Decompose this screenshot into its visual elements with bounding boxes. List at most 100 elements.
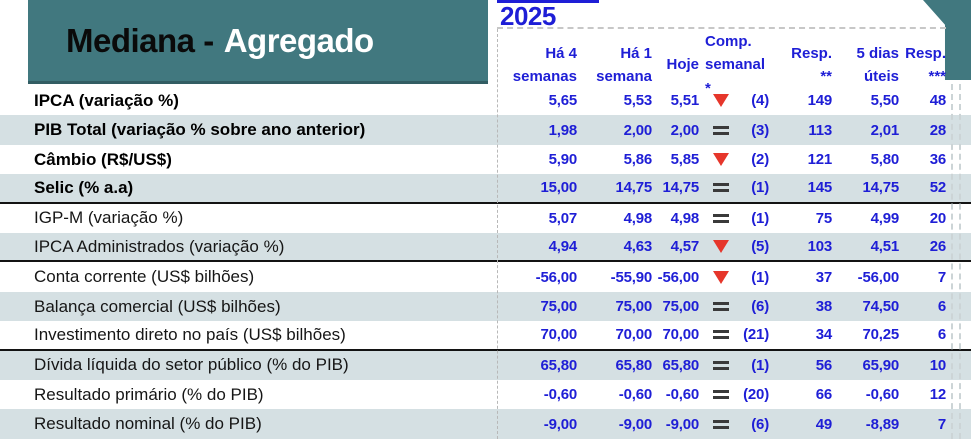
cell-comp-semanal-rank: (20) [743,386,769,404]
indicator-label: Investimento direto no país (US$ bilhões… [34,324,346,344]
cell-comp-semanal-rank: (3) [751,121,769,139]
right-dashed-divider-1 [951,84,953,439]
cell-resp-3: 26 [929,238,946,256]
indicator-label: Selic (% a.a) [34,177,134,197]
cell-hoje: 4,98 [670,209,700,227]
cell-5-dias-uteis: 2,01 [870,121,900,139]
cell-trend [702,125,740,135]
cell-resp-3: 12 [929,386,946,404]
column-header-resp-2: Resp. ** [772,42,835,89]
cell-hoje: 75,00 [662,298,699,316]
table-row: IGP-M (variação %) 5,07 4,98 4,98 (1) 75… [0,204,971,233]
column-header-line: semanas [512,67,577,85]
trend-equal-icon [713,419,729,429]
column-header-line: 5 dias [856,44,899,62]
cell-5-dias-uteis: 5,80 [870,151,900,169]
cell-hoje: 14,75 [662,179,699,197]
column-header-resp-3: Resp. *** [902,42,949,89]
cell-hoje: -9,00 [665,415,699,433]
cell-comp-semanal-rank: (4) [751,92,769,110]
column-header-line: Há 4 [545,44,577,62]
title-banner: Mediana - Agregado [28,0,488,84]
cell-ha4-semanas: 75,00 [540,298,577,316]
cell-trend [702,390,740,400]
cell-ha1-semana: 5,53 [623,92,653,110]
cell-resp-3: 6 [937,326,946,344]
column-header-line: semanal * [705,56,766,97]
cell-comp-semanal-rank: (2) [751,151,769,169]
cell-ha4-semanas: 70,00 [540,326,577,344]
cell-resp-3: 52 [929,179,946,197]
cell-hoje: 2,00 [670,121,700,139]
cell-hoje: 65,80 [662,356,699,374]
indicator-label: PIB Total (variação % sobre ano anterior… [34,120,366,140]
trend-equal-icon [713,330,729,340]
cell-ha1-semana: 4,63 [623,238,653,256]
column-header-line: ** [820,67,832,85]
cell-5-dias-uteis: 65,90 [862,356,899,374]
cell-resp-2: 38 [815,298,832,316]
cell-5-dias-uteis: -56,00 [857,268,900,286]
indicator-label: Resultado primário (% do PIB) [34,384,264,404]
column-header-5-dias-uteis: 5 dias úteis [835,42,902,89]
cell-trend [702,270,740,284]
trend-equal-icon [713,360,729,370]
column-header-ha1-semana: Há 1 semana [580,42,655,89]
cell-ha1-semana: 5,86 [623,151,653,169]
column-header-line: Hoje [666,56,699,74]
column-header-line: Resp. [791,44,832,62]
indicator-label: IPCA (variação %) [34,90,179,110]
right-dashed-divider-2 [959,84,961,439]
cell-resp-3: 20 [929,209,946,227]
cell-comp-semanal-rank: (5) [751,238,769,256]
cell-ha1-semana: 4,98 [623,209,653,227]
trend-down-icon [713,240,729,254]
cell-hoje: 5,85 [670,151,700,169]
cell-ha1-semana: 70,00 [615,326,652,344]
cell-hoje: 5,51 [670,92,700,110]
table-row: IPCA Administrados (variação %) 4,94 4,6… [0,233,971,263]
table-row: Dívida líquida do setor público (% do PI… [0,350,971,381]
cell-ha4-semanas: 5,90 [548,151,578,169]
cell-ha1-semana: 2,00 [623,121,653,139]
column-header-hoje: Hoje [655,53,702,76]
table-row: Câmbio (R$/US$) 5,90 5,86 5,85 (2) 121 5… [0,145,971,174]
indicator-label: Resultado nominal (% do PIB) [34,414,262,434]
trend-equal-icon [713,302,729,312]
cell-trend [702,153,740,167]
cell-resp-2: 34 [815,326,832,344]
cell-resp-2: 49 [815,415,832,433]
column-header-line: Há 1 [620,44,652,62]
cell-resp-2: 113 [808,121,832,139]
cell-resp-2: 37 [815,268,832,286]
cell-resp-3: 36 [929,151,946,169]
column-header-line: Comp. [705,33,752,50]
cell-comp-semanal-rank: (1) [751,268,769,286]
label-column-dashed-divider [497,29,498,439]
table-row: IPCA (variação %) 5,65 5,53 5,51 (4) 149… [0,86,971,115]
column-header-line: semana [596,67,652,85]
trend-equal-icon [713,183,729,193]
page-title-aggregate: Agregado [223,21,375,59]
table-header: Há 4 semanas Há 1 semana Hoje Comp. sema… [0,30,971,97]
trend-down-icon [713,270,729,284]
cell-ha4-semanas: 4,94 [548,238,578,256]
cell-comp-semanal-rank: (6) [751,415,769,433]
cell-ha4-semanas: 15,00 [540,179,577,197]
page-title-median: Mediana - [66,21,214,59]
cell-comp-semanal-rank: (1) [751,209,769,227]
cell-5-dias-uteis: -8,89 [865,415,899,433]
cell-comp-semanal-rank: (1) [751,179,769,197]
cell-resp-2: 145 [807,179,833,197]
trend-equal-icon [713,125,729,135]
cell-resp-2: 75 [815,209,832,227]
cell-5-dias-uteis: 14,75 [862,179,899,197]
table-row: Resultado nominal (% do PIB) -9,00 -9,00… [0,409,971,439]
cell-ha4-semanas: 5,65 [548,92,578,110]
cell-hoje: -56,00 [657,268,700,286]
cell-trend [702,213,740,223]
cell-ha4-semanas: 65,80 [540,356,577,374]
table-row: PIB Total (variação % sobre ano anterior… [0,115,971,145]
indicator-label: Câmbio (R$/US$) [34,149,172,169]
